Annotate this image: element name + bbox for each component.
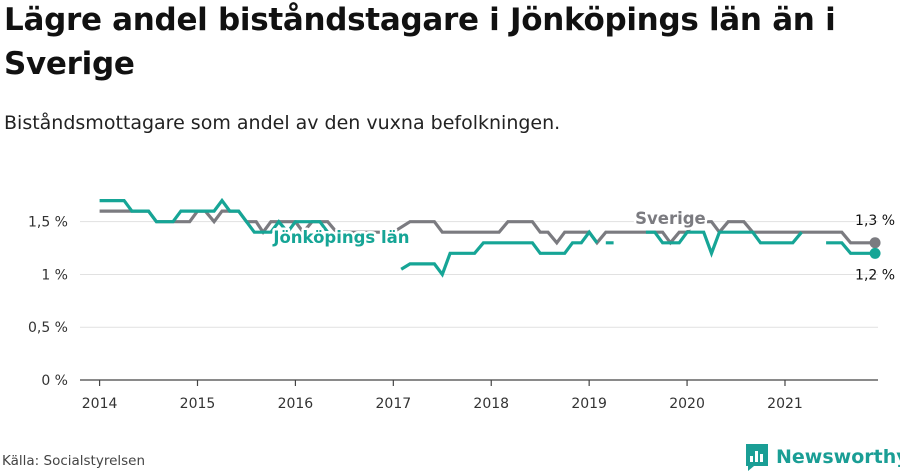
series-end-value-label: 1,3 % [855, 213, 895, 229]
chart-title: Lägre andel biståndstagare i Jönköpings … [4, 2, 836, 82]
series-end-value-label: 1,2 % [855, 267, 895, 283]
x-tick-label: 2019 [571, 396, 607, 412]
series-end-dot [869, 247, 881, 259]
x-tick-label: 2016 [278, 396, 314, 412]
series-line-sverige [99, 209, 876, 246]
y-tick-label: 0,5 % [28, 320, 68, 336]
brand-name: Newsworthy [776, 446, 900, 468]
newsworthy-logo-icon [746, 444, 768, 471]
x-tick-label: 2017 [376, 396, 412, 412]
y-tick-label: 1 % [41, 267, 68, 283]
chart-subtitle: Biståndsmottagare som andel av den vuxna… [4, 112, 561, 134]
x-tick-label: 2020 [669, 396, 705, 412]
source-note: Källa: Socialstyrelsen [2, 453, 146, 469]
x-tick-label: 2014 [82, 396, 118, 412]
y-tick-label: 1,5 % [28, 215, 68, 231]
x-tick-label: 2015 [180, 396, 216, 412]
series-end-dot [869, 237, 881, 249]
x-tick-label: 2018 [473, 396, 509, 412]
series-name-label: Sverige [635, 209, 706, 228]
series-line-jonkoping [99, 197, 876, 278]
series-name-label: Jönköpings län [272, 228, 409, 247]
x-tick-label: 2021 [767, 396, 803, 412]
brand-logo: Newsworthy [744, 442, 900, 472]
y-tick-label: 0 % [41, 373, 68, 389]
